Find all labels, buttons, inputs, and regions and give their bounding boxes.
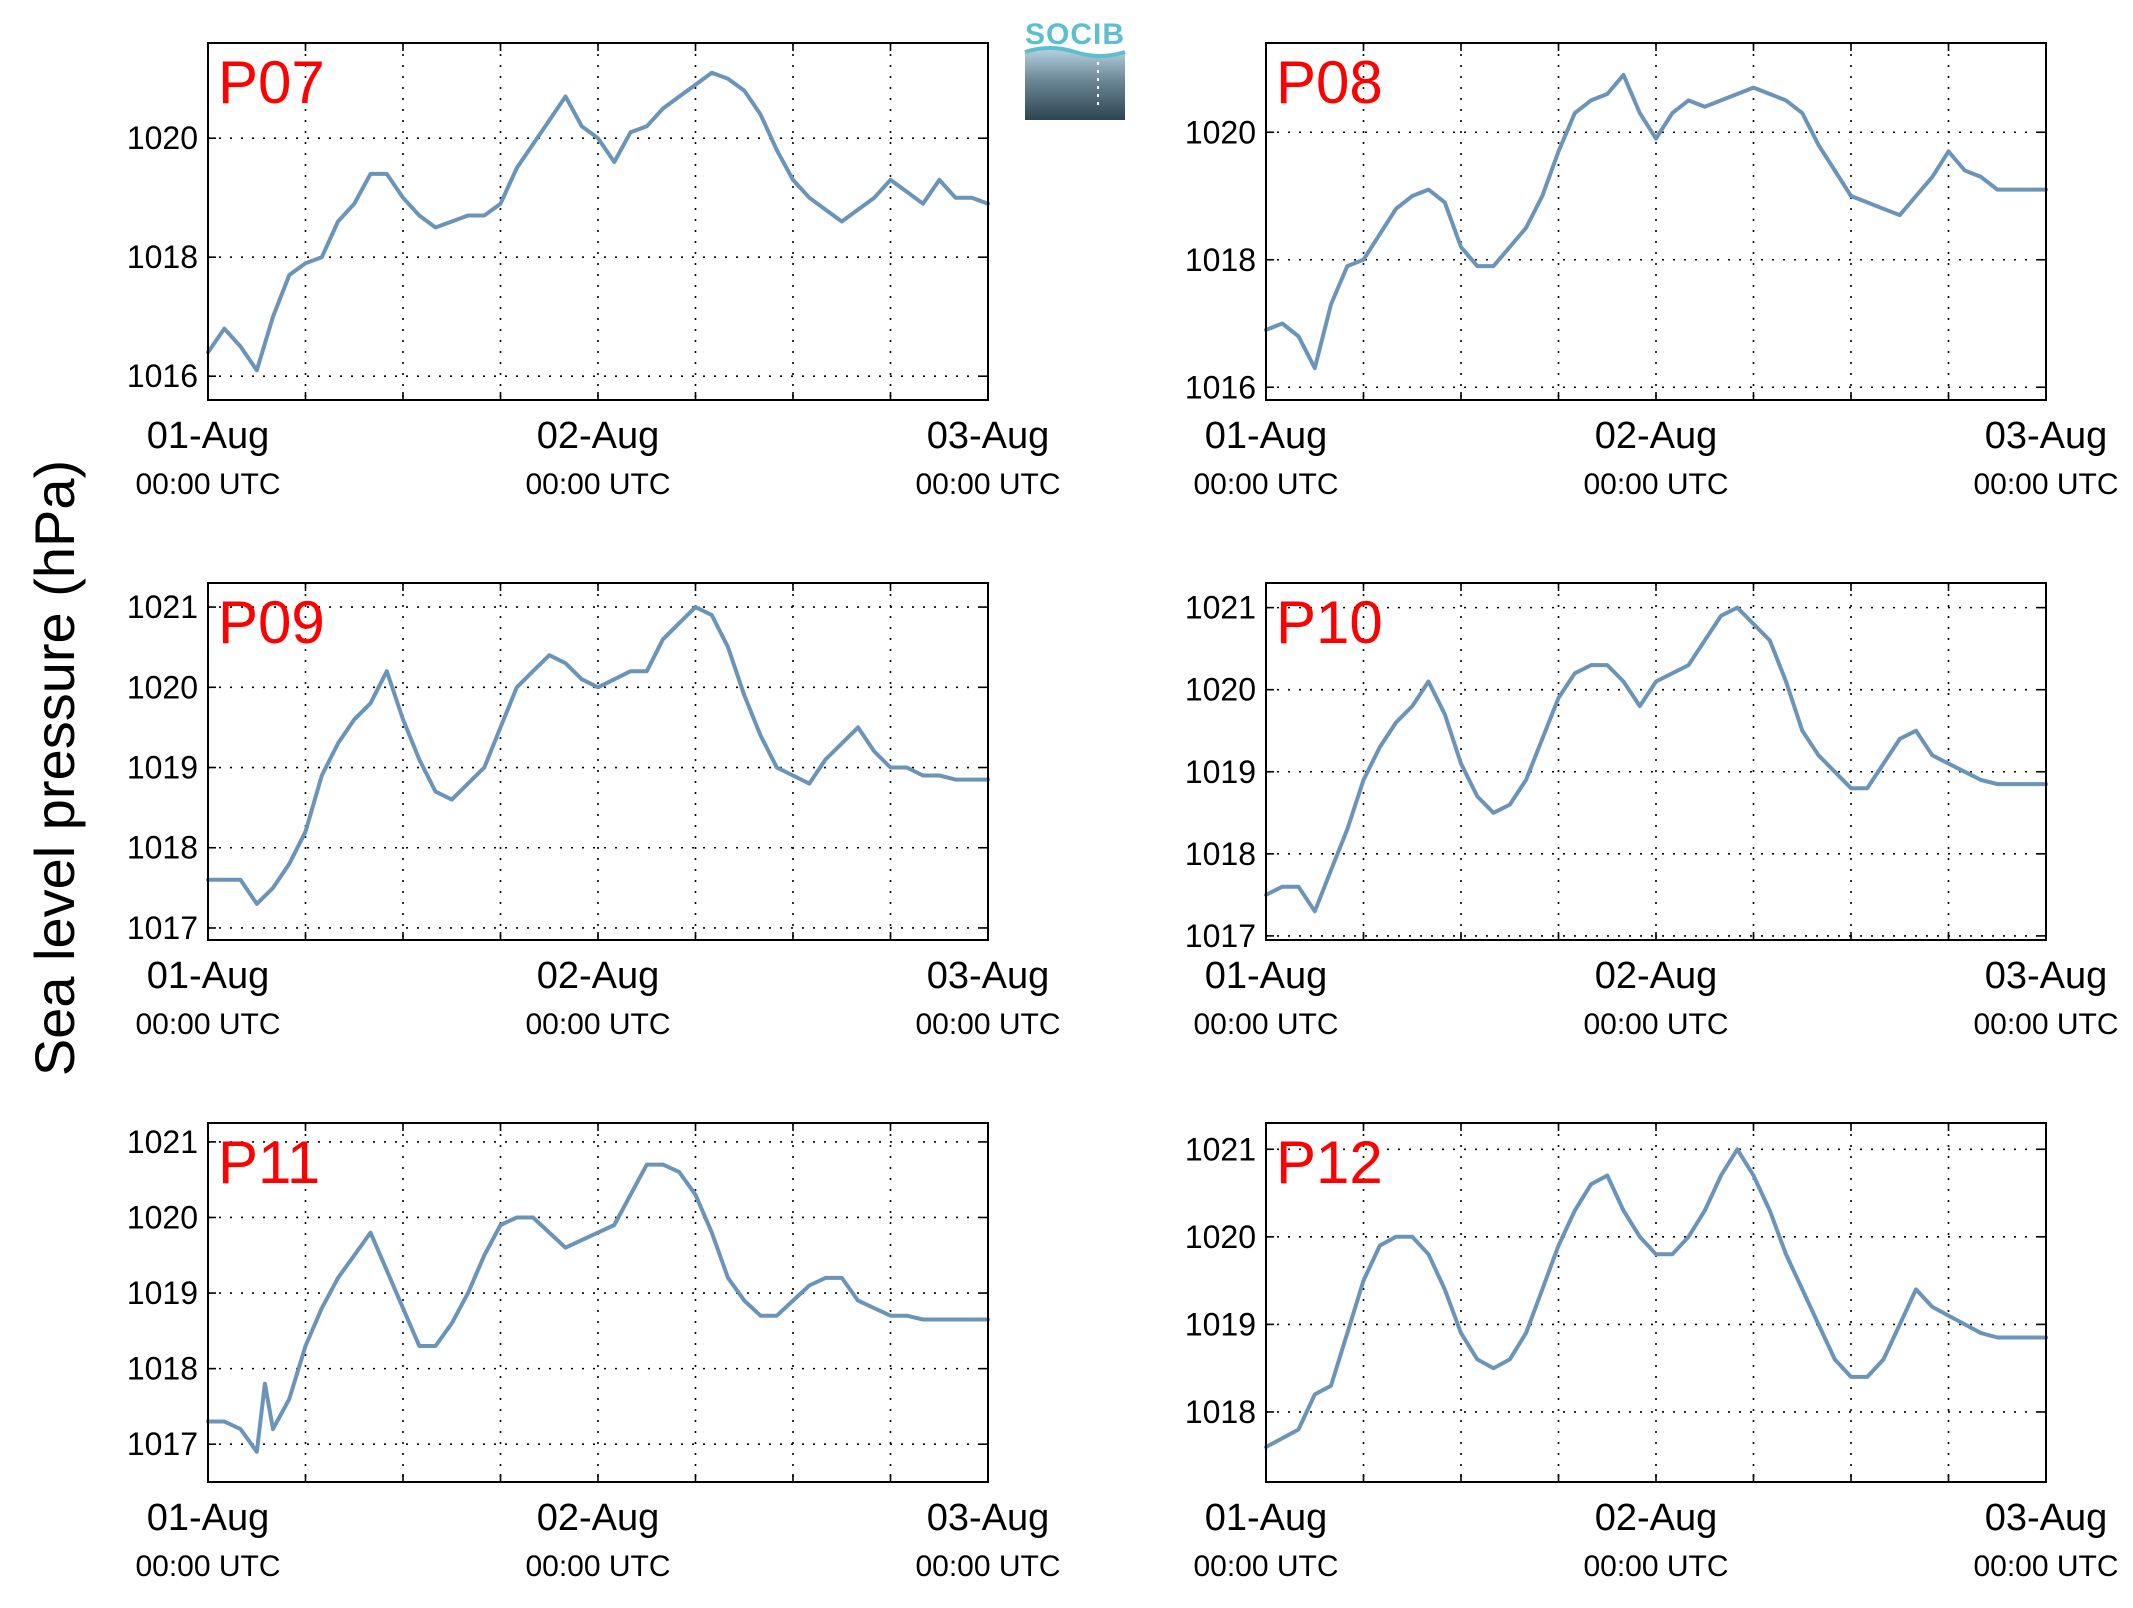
- x-tick-date-label: 01-Aug: [147, 1497, 270, 1539]
- x-tick-time-label: 00:00 UTC: [1193, 468, 1338, 501]
- x-tick-date-label: 02-Aug: [1595, 1497, 1718, 1539]
- y-tick-label: 1019: [127, 750, 198, 786]
- panel-p09: 1017 1018 1019 1020 1021 P09 01-Aug 00:00 UTC 02…: [127, 582, 1061, 1041]
- x-tick-time-label: 00:00 UTC: [525, 1550, 670, 1583]
- axes-frame: [207, 582, 989, 941]
- axes-frame: [1265, 1122, 2047, 1483]
- y-tick-label: 1017: [1185, 918, 1256, 954]
- y-tick-label: 1018: [127, 830, 198, 866]
- x-tick-date-label: 01-Aug: [147, 415, 270, 457]
- x-tick-date-label: 03-Aug: [1985, 1497, 2108, 1539]
- y-tick-label: 1019: [127, 1275, 198, 1311]
- x-tick-date-label: 02-Aug: [537, 955, 660, 997]
- axes-frame: [207, 42, 989, 401]
- y-tick-label: 1018: [1185, 1394, 1256, 1430]
- y-tick-label: 1018: [1185, 836, 1256, 872]
- y-tick-label: 1021: [1185, 590, 1256, 626]
- x-tick-time-label: 00:00 UTC: [915, 1550, 1060, 1583]
- y-tick-label: 1018: [1185, 242, 1256, 278]
- x-tick-date-label: 03-Aug: [1985, 415, 2108, 457]
- axes-frame: [1265, 582, 2047, 941]
- y-tick-label: 1017: [127, 910, 198, 946]
- x-tick-date-label: 01-Aug: [1205, 955, 1328, 997]
- x-tick-time-label: 00:00 UTC: [1583, 1008, 1728, 1041]
- x-tick-time-label: 00:00 UTC: [135, 1550, 280, 1583]
- y-tick-label: 1018: [127, 239, 198, 275]
- axes-frame: [207, 1122, 989, 1483]
- x-tick-date-label: 02-Aug: [537, 1497, 660, 1539]
- panels: 1016 1018 1020 P07 01-Aug 00:00 UTC 02-Aug 00:0…: [127, 42, 2119, 1583]
- logo-text: SOCIB: [1025, 18, 1125, 51]
- panel-label: P10: [1276, 589, 1383, 656]
- panel-label: P12: [1276, 1129, 1383, 1196]
- x-tick-time-label: 00:00 UTC: [1973, 468, 2118, 501]
- y-axis-label: Sea level pressure (hPa): [23, 460, 86, 1076]
- y-tick-label: 1020: [127, 120, 198, 156]
- x-tick-date-label: 02-Aug: [537, 415, 660, 457]
- y-tick-label: 1020: [1185, 672, 1256, 708]
- plot-area: [1266, 583, 2046, 940]
- plot-area: [208, 583, 988, 940]
- y-tick-label: 1020: [127, 1199, 198, 1235]
- x-tick-time-label: 00:00 UTC: [525, 1008, 670, 1041]
- x-tick-date-label: 01-Aug: [147, 955, 270, 997]
- x-tick-date-label: 02-Aug: [1595, 955, 1718, 997]
- x-tick-time-label: 00:00 UTC: [1193, 1008, 1338, 1041]
- y-tick-label: 1019: [1185, 754, 1256, 790]
- panel-label: P07: [218, 49, 325, 116]
- y-tick-label: 1020: [1185, 114, 1256, 150]
- series-line: [1264, 605, 2048, 914]
- y-tick-label: 1021: [127, 589, 198, 625]
- series-line: [206, 1162, 990, 1454]
- panel-label: P11: [218, 1129, 320, 1196]
- x-tick-date-label: 01-Aug: [1205, 1497, 1328, 1539]
- panel-p08: 1016 1018 1020 P08 01-Aug 00:00 UTC 02-Aug 00:0…: [1185, 42, 2119, 501]
- x-tick-time-label: 00:00 UTC: [135, 1008, 280, 1041]
- x-tick-time-label: 00:00 UTC: [1583, 1550, 1728, 1583]
- y-tick-label: 1016: [127, 358, 198, 394]
- series-line: [206, 70, 990, 373]
- y-tick-label: 1017: [127, 1426, 198, 1462]
- panel-p12: 1018 1019 1020 1021 P12 01-Aug 00:00 UTC 02-Aug…: [1185, 1122, 2119, 1583]
- x-tick-time-label: 00:00 UTC: [135, 468, 280, 501]
- panel-p07: 1016 1018 1020 P07 01-Aug 00:00 UTC 02-Aug 00:0…: [127, 42, 1061, 501]
- axes-frame: [1265, 42, 2047, 401]
- y-tick-label: 1020: [127, 669, 198, 705]
- x-tick-time-label: 00:00 UTC: [1973, 1008, 2118, 1041]
- y-tick-label: 1018: [127, 1351, 198, 1387]
- x-tick-time-label: 00:00 UTC: [525, 468, 670, 501]
- series-line: [206, 605, 990, 906]
- x-tick-time-label: 00:00 UTC: [915, 1008, 1060, 1041]
- panel-label: P09: [218, 589, 325, 656]
- y-tick-label: 1020: [1185, 1219, 1256, 1255]
- x-tick-date-label: 01-Aug: [1205, 415, 1328, 457]
- x-tick-time-label: 00:00 UTC: [1193, 1550, 1338, 1583]
- x-tick-time-label: 00:00 UTC: [915, 468, 1060, 501]
- plot-area: [1266, 1123, 2046, 1482]
- x-tick-time-label: 00:00 UTC: [1583, 468, 1728, 501]
- plot-area: [1266, 43, 2046, 400]
- series-line: [1264, 72, 2048, 371]
- panel-p10: 1017 1018 1019 1020 1021 P10 01-Aug 00:00 UTC 02…: [1185, 582, 2119, 1041]
- panel-label: P08: [1276, 49, 1383, 116]
- x-tick-date-label: 03-Aug: [1985, 955, 2108, 997]
- series-line: [1264, 1147, 2048, 1449]
- x-tick-date-label: 03-Aug: [927, 415, 1050, 457]
- socib-logo: SOCIB: [1024, 18, 1126, 120]
- y-tick-label: 1016: [1185, 369, 1256, 405]
- x-tick-time-label: 00:00 UTC: [1973, 1550, 2118, 1583]
- x-tick-date-label: 03-Aug: [927, 1497, 1050, 1539]
- x-tick-date-label: 02-Aug: [1595, 415, 1718, 457]
- x-tick-date-label: 03-Aug: [927, 955, 1050, 997]
- plot-area: [208, 43, 988, 400]
- y-tick-label: 1019: [1185, 1306, 1256, 1342]
- panel-p11: 1017 1018 1019 1020 1021 P11 01-Aug 00:00 UTC 02…: [127, 1122, 1061, 1583]
- y-tick-label: 1021: [1185, 1131, 1256, 1167]
- y-tick-label: 1021: [127, 1124, 198, 1160]
